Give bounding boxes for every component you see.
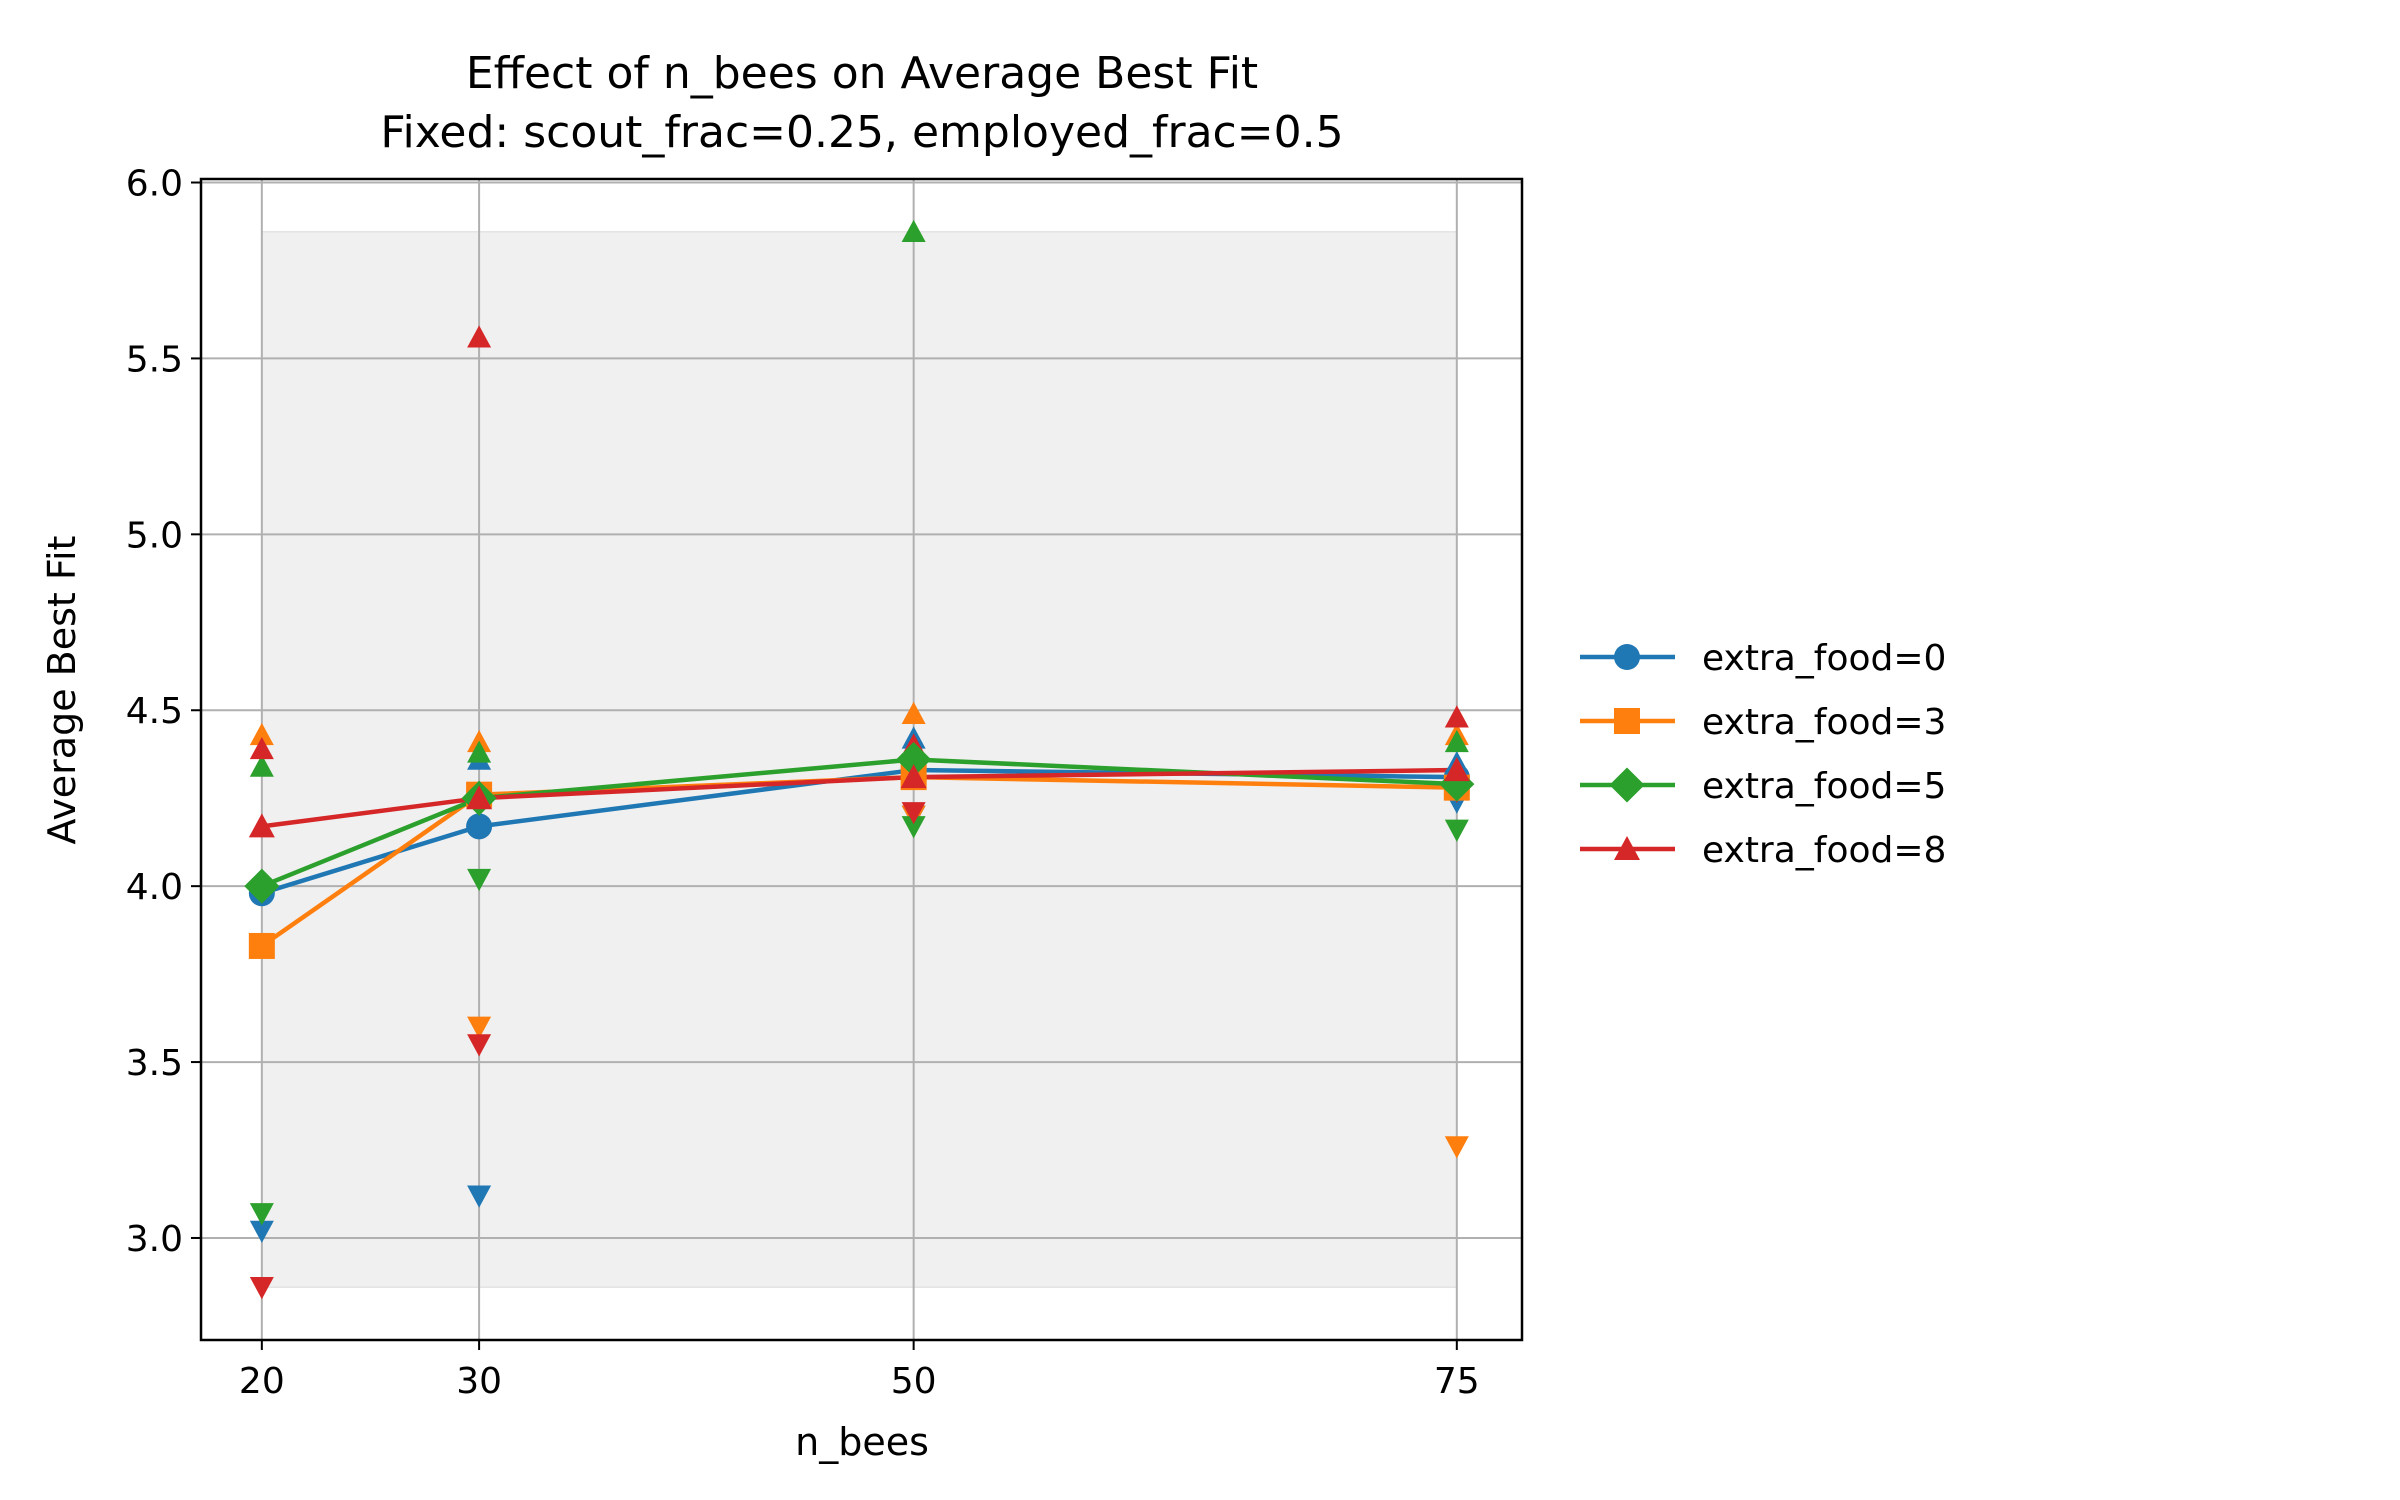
y-tick-label: 4.5 <box>126 691 183 732</box>
max-marker-3-1 <box>467 325 492 348</box>
y-tick-label: 5.0 <box>126 515 183 556</box>
chart-title-line-2: Fixed: scout_frac=0.25, employed_frac=0.… <box>380 107 1343 158</box>
y-tick-label: 3.5 <box>126 1043 183 1084</box>
legend-marker <box>1614 708 1640 734</box>
mean-marker-2-0 <box>244 868 280 904</box>
range-band <box>261 231 1458 1288</box>
legend-label: extra_food=8 <box>1702 830 1946 871</box>
legend-item-0: extra_food=0 <box>1580 638 1946 679</box>
min-marker-1-1 <box>467 1016 492 1039</box>
legend-label: extra_food=5 <box>1702 766 1946 807</box>
legend-item-3: extra_food=8 <box>1580 830 1946 871</box>
max-marker-2-3 <box>1444 729 1469 753</box>
max-marker-2-1 <box>467 740 492 763</box>
min-marker-2-1 <box>467 868 492 892</box>
legend-item-1: extra_food=3 <box>1580 702 1946 743</box>
mean-marker-3-0 <box>248 813 275 838</box>
plot-area: 3.0 3.5 4.0 4.5 5.0 5.5 6.0 20 30 50 75 <box>126 164 1524 1402</box>
x-tick-label: 20 <box>239 1361 285 1402</box>
min-marker-2-0 <box>249 1203 274 1226</box>
mean-marker-3-3 <box>1443 757 1470 782</box>
mean-marker-0-1 <box>466 813 493 840</box>
mean-marker-1-0 <box>248 932 275 959</box>
legend-label: extra_food=3 <box>1702 702 1946 743</box>
legend-marker <box>1614 644 1640 670</box>
y-tick-label: 4.0 <box>126 867 183 908</box>
legend-item-2: extra_food=5 <box>1580 766 1946 807</box>
max-marker-2-0 <box>249 754 274 777</box>
legend-marker <box>1614 836 1640 861</box>
mean-marker-2-2 <box>896 741 932 778</box>
max-marker-3-0 <box>249 736 274 760</box>
min-marker-0-0 <box>249 1220 274 1243</box>
min-marker-2-2 <box>901 816 926 839</box>
x-tick-label: 30 <box>456 1361 502 1402</box>
y-tick-label: 3.0 <box>126 1219 183 1260</box>
max-marker-2-2 <box>901 219 926 242</box>
legend: extra_food=0 extra_food=3 extra_food=5extr… <box>1580 638 1946 871</box>
legend-marker <box>1609 767 1645 803</box>
max-marker-1-0 <box>249 722 274 746</box>
min-marker-2-3 <box>1444 819 1469 842</box>
min-marker-0-1 <box>467 1185 492 1208</box>
x-tick-label: 50 <box>891 1361 937 1402</box>
mean-marker-3-1 <box>466 785 493 810</box>
series-line-3 <box>261 767 1457 829</box>
y-tick-label: 5.5 <box>126 339 183 380</box>
max-marker-1-2 <box>901 701 926 724</box>
x-axis-label: n_bees <box>795 1420 929 1464</box>
y-axis-label: Average Best Fit <box>40 536 84 845</box>
legend-label: extra_food=0 <box>1702 638 1946 679</box>
min-marker-3-0 <box>249 1277 274 1300</box>
chart-title-line-1: Effect of n_bees on Average Best Fit <box>466 48 1258 99</box>
x-tick-label: 75 <box>1434 1361 1480 1402</box>
max-marker-3-3 <box>1444 705 1469 728</box>
min-marker-3-1 <box>467 1034 492 1057</box>
y-tick-label: 6.0 <box>126 164 183 205</box>
mean-marker-3-2 <box>900 764 927 789</box>
min-marker-3-2 <box>901 802 926 825</box>
min-marker-1-3 <box>1444 1136 1469 1159</box>
axes-frame <box>199 177 1524 1342</box>
